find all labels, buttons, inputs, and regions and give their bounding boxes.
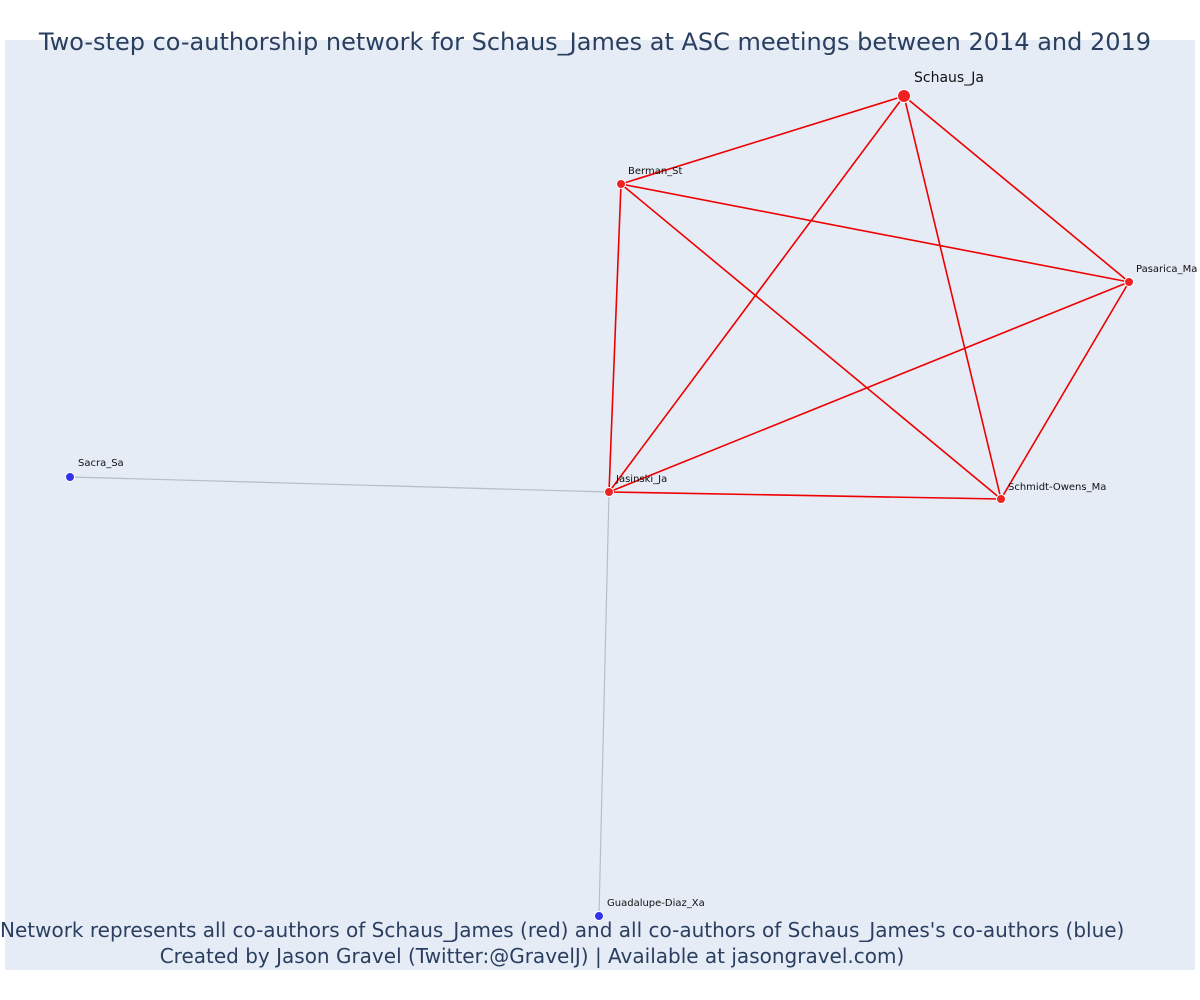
edge-Berman_St-Jasinski_Ja [609, 184, 621, 492]
node-label-Jasinski_Ja: Jasinski_Ja [615, 474, 667, 485]
caption-line-2: Created by Jason Gravel (Twitter:@Gravel… [0, 944, 1064, 968]
node-Schmidt-Owens_Ma[interactable] [997, 495, 1006, 504]
labels-layer: Schaus_Ja Berman_St Pasarica_Ma Jasinski_Ja… [78, 70, 1197, 909]
node-Pasarica_Ma[interactable] [1125, 278, 1134, 287]
caption-line-1: Network represents all co-authors of Sch… [0, 918, 1064, 942]
node-label-Berman_St: Berman_St [628, 166, 683, 177]
edge-Schaus_Ja-Pasarica_Ma [904, 96, 1129, 282]
edge-Jasinski_Ja-Guadalupe-Diaz_Xa [599, 492, 609, 916]
nodes-layer [66, 90, 1134, 921]
edge-Berman_St-Pasarica_Ma [621, 184, 1129, 282]
node-Jasinski_Ja[interactable] [605, 488, 614, 497]
node-label-Pasarica_Ma: Pasarica_Ma [1136, 264, 1197, 275]
node-label-Guadalupe-Diaz_Xa: Guadalupe-Diaz_Xa [607, 898, 705, 909]
edge-Pasarica_Ma-Schmidt-Owens_Ma [1001, 282, 1129, 499]
edge-Schaus_Ja-Schmidt-Owens_Ma [904, 96, 1001, 499]
node-Berman_St[interactable] [617, 180, 626, 189]
edge-Berman_St-Schmidt-Owens_Ma [621, 184, 1001, 499]
node-label-Sacra_Sa: Sacra_Sa [78, 458, 124, 469]
node-label-Schmidt-Owens_Ma: Schmidt-Owens_Ma [1008, 482, 1106, 493]
edge-Jasinski_Ja-Sacra_Sa [70, 477, 609, 492]
node-Schaus_Ja[interactable] [898, 90, 911, 103]
node-Sacra_Sa[interactable] [66, 473, 75, 482]
edge-Jasinski_Ja-Schmidt-Owens_Ma [609, 492, 1001, 499]
node-label-Schaus_Ja: Schaus_Ja [914, 70, 984, 86]
edges-layer [70, 96, 1129, 916]
